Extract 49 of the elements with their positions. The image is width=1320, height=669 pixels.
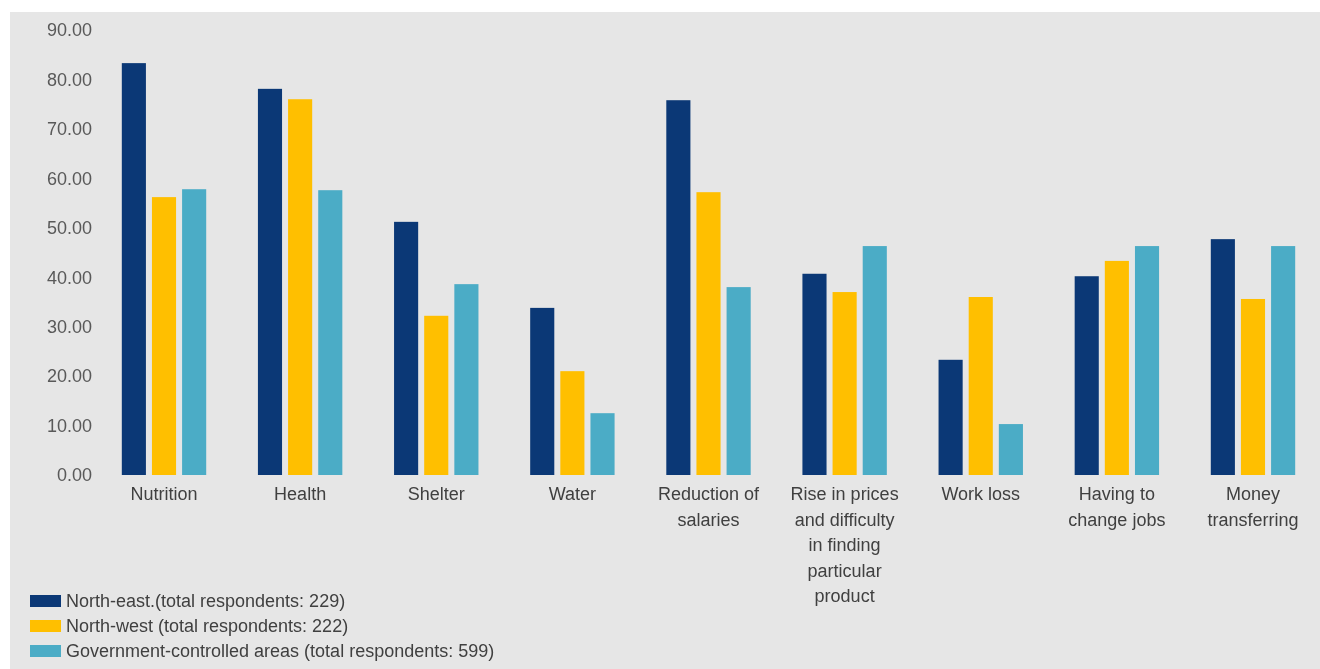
bar bbox=[726, 287, 751, 475]
x-tick-label: Work loss bbox=[941, 484, 1021, 504]
bar bbox=[454, 284, 479, 475]
bar bbox=[530, 307, 555, 475]
bar bbox=[424, 315, 449, 475]
y-tick-label: 90.00 bbox=[46, 20, 92, 41]
x-tick-label: Water bbox=[548, 484, 597, 504]
y-tick-label: 0.00 bbox=[56, 465, 92, 486]
bar bbox=[862, 246, 887, 475]
legend-label: North-west (total respondents: 222) bbox=[66, 616, 349, 637]
x-tick-label: Money transferring bbox=[1207, 484, 1299, 530]
bar bbox=[1074, 276, 1099, 475]
bar bbox=[560, 371, 585, 475]
y-tick-label: 60.00 bbox=[46, 168, 92, 189]
bar bbox=[151, 197, 177, 475]
y-tick-label: 20.00 bbox=[46, 366, 92, 387]
legend-label: North-east.(total respondents: 229) bbox=[66, 591, 346, 612]
y-tick-label: 80.00 bbox=[46, 69, 92, 90]
y-tick-label: 30.00 bbox=[46, 316, 92, 337]
bar bbox=[318, 190, 343, 475]
bar bbox=[802, 273, 827, 475]
x-tick-label: Reduction of salaries bbox=[657, 484, 761, 530]
bar bbox=[1271, 246, 1296, 475]
bar bbox=[1210, 239, 1235, 475]
y-tick-label: 40.00 bbox=[46, 267, 92, 288]
bar bbox=[394, 221, 419, 475]
x-tick-label: Nutrition bbox=[130, 484, 198, 504]
y-tick-label: 10.00 bbox=[46, 415, 92, 436]
bar bbox=[968, 297, 993, 475]
bar bbox=[1134, 246, 1160, 475]
x-tick-label: Shelter bbox=[407, 484, 465, 504]
bar bbox=[938, 359, 963, 475]
x-tick-label: Health bbox=[274, 484, 327, 504]
bar bbox=[121, 63, 146, 475]
bar bbox=[257, 88, 283, 475]
bar bbox=[832, 292, 857, 475]
bar bbox=[288, 99, 313, 475]
bar bbox=[590, 413, 615, 475]
y-tick-label: 50.00 bbox=[46, 218, 92, 239]
bar bbox=[696, 192, 721, 475]
y-tick-label: 70.00 bbox=[46, 119, 92, 140]
bar bbox=[1240, 298, 1266, 475]
bar bbox=[666, 100, 691, 475]
legend-label: Government-controlled areas (total respondents: 599) bbox=[66, 641, 495, 662]
bar bbox=[1104, 260, 1129, 475]
x-tick-label: Having to change jobs bbox=[1068, 484, 1166, 530]
bar bbox=[998, 424, 1023, 475]
bar bbox=[182, 189, 207, 475]
x-tick-label: Rise in prices and difficulty in finding particular product bbox=[790, 484, 899, 606]
